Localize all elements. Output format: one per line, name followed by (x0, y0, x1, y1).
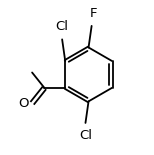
Text: Cl: Cl (79, 129, 92, 142)
Text: Cl: Cl (56, 20, 69, 33)
Text: O: O (18, 97, 28, 110)
Text: F: F (89, 7, 97, 20)
